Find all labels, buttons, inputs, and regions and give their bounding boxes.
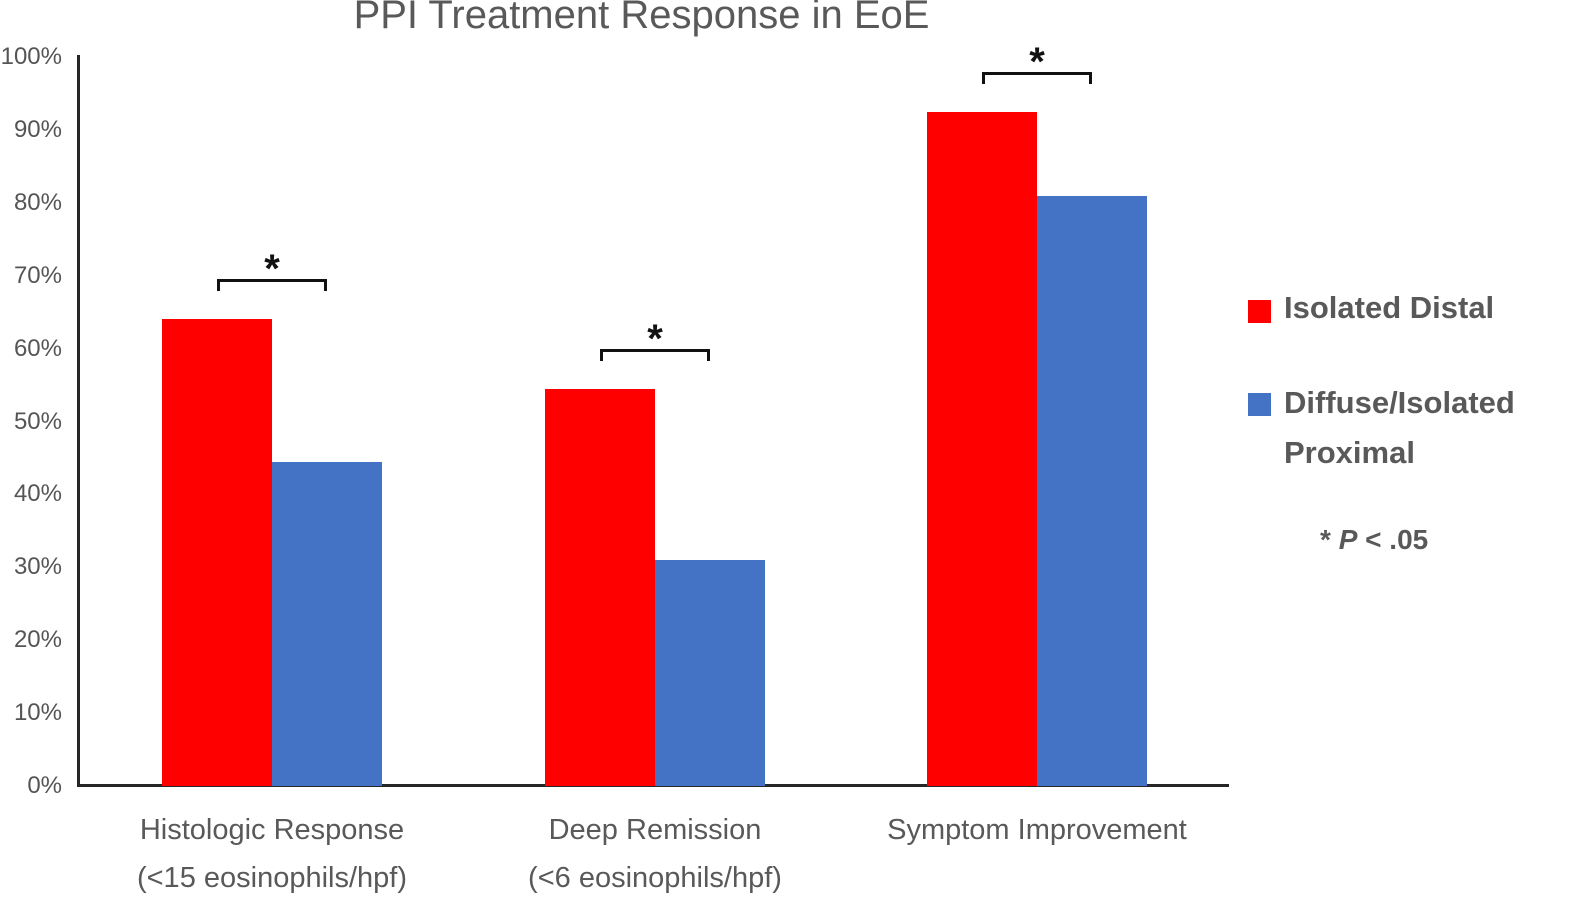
x-axis-category-label: Symptom Improvement — [887, 814, 1187, 846]
x-axis-category-label: Deep Remission (<6 eosinophils/hpf) — [528, 814, 782, 894]
x-axis-category-label: Histologic Response (<15 eosinophils/hpf… — [136, 814, 408, 894]
legend-label: Diffuse/Isolated Proximal — [1284, 385, 1515, 470]
y-axis-tick-label: 0% — [27, 772, 62, 799]
legend-swatch-isolated-distal — [1248, 300, 1271, 323]
y-axis-tick-label: 40% — [13, 480, 62, 508]
significance-bracket — [600, 348, 710, 361]
y-axis-tick-label: 30% — [13, 553, 62, 581]
significance-note: * P < .05 — [1320, 524, 1428, 556]
legend-swatch-diffuse-isolated-proximal — [1248, 393, 1271, 416]
y-axis-tick-label: 70% — [13, 261, 62, 289]
significance-asterisk: * — [647, 316, 663, 361]
significance-note-pvalue-variable: P — [1338, 524, 1358, 555]
chart-title: PPI Treatment Response in EoE — [353, 0, 930, 37]
bar-diffuse-isolated-proximal-group-0 — [272, 461, 382, 786]
y-axis-tick-label: 100% — [0, 43, 62, 70]
significance-note-threshold: < .05 — [1357, 524, 1429, 555]
y-axis-tick-label: 50% — [13, 407, 62, 435]
y-axis-tick-label: 10% — [13, 699, 62, 727]
bar-isolated-distal-group-1 — [545, 388, 655, 786]
bar-diffuse-isolated-proximal-group-2 — [1037, 195, 1147, 786]
y-axis-line — [77, 55, 80, 787]
y-axis-tick-label: 60% — [13, 334, 62, 362]
legend-label: Isolated Distal — [1284, 290, 1495, 325]
significance-bracket — [217, 279, 327, 292]
y-axis-tick-label: 80% — [13, 188, 62, 216]
bar-isolated-distal-group-2 — [927, 111, 1037, 786]
significance-bracket — [982, 71, 1092, 84]
significance-note-symbol: * — [1320, 524, 1331, 555]
y-axis-tick-label: 90% — [13, 115, 62, 143]
y-axis-tick-label: 20% — [13, 626, 62, 654]
significance-asterisk: * — [264, 247, 280, 292]
significance-asterisk: * — [1029, 39, 1045, 84]
bar-diffuse-isolated-proximal-group-1 — [655, 560, 765, 786]
bar-isolated-distal-group-0 — [162, 319, 272, 786]
